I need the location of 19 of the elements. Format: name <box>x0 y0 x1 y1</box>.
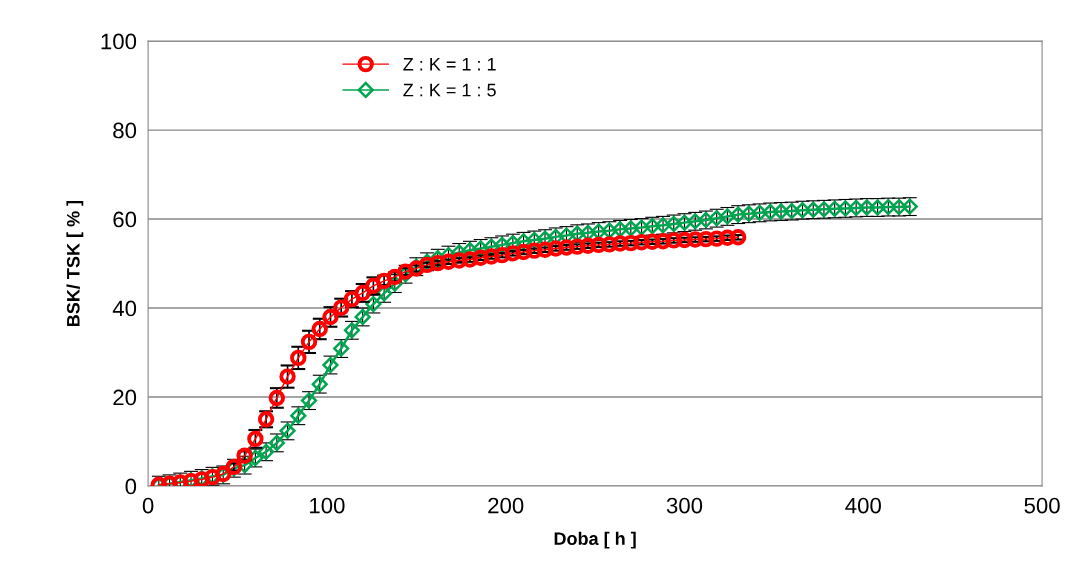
y-axis-title: BSK/ TSK [ % ] <box>66 200 84 327</box>
point <box>279 368 296 385</box>
x-tick-label: 300 <box>666 497 703 514</box>
legend-label: Z : K = 1 : 5 <box>403 83 496 97</box>
y-tick-label: 80 <box>113 122 137 139</box>
x-tick-label: 500 <box>1024 497 1060 514</box>
point <box>300 333 318 351</box>
y-tick-label: 0 <box>125 478 137 495</box>
x-tick-label: 200 <box>488 497 524 514</box>
x-tick-label: 400 <box>845 497 881 514</box>
y-tick-label: 40 <box>112 300 137 317</box>
legend-label: Z : K = 1 : 1 <box>403 58 496 71</box>
x-tick-label: 100 <box>310 497 345 514</box>
y-tick-label: 100 <box>101 33 137 50</box>
x-axis-title: Doba [ h ] <box>554 531 636 549</box>
y-tick-label: 20 <box>113 389 137 406</box>
x-tick-label: 0 <box>142 497 154 514</box>
y-tick-label: 60 <box>113 211 137 228</box>
point <box>290 349 307 367</box>
